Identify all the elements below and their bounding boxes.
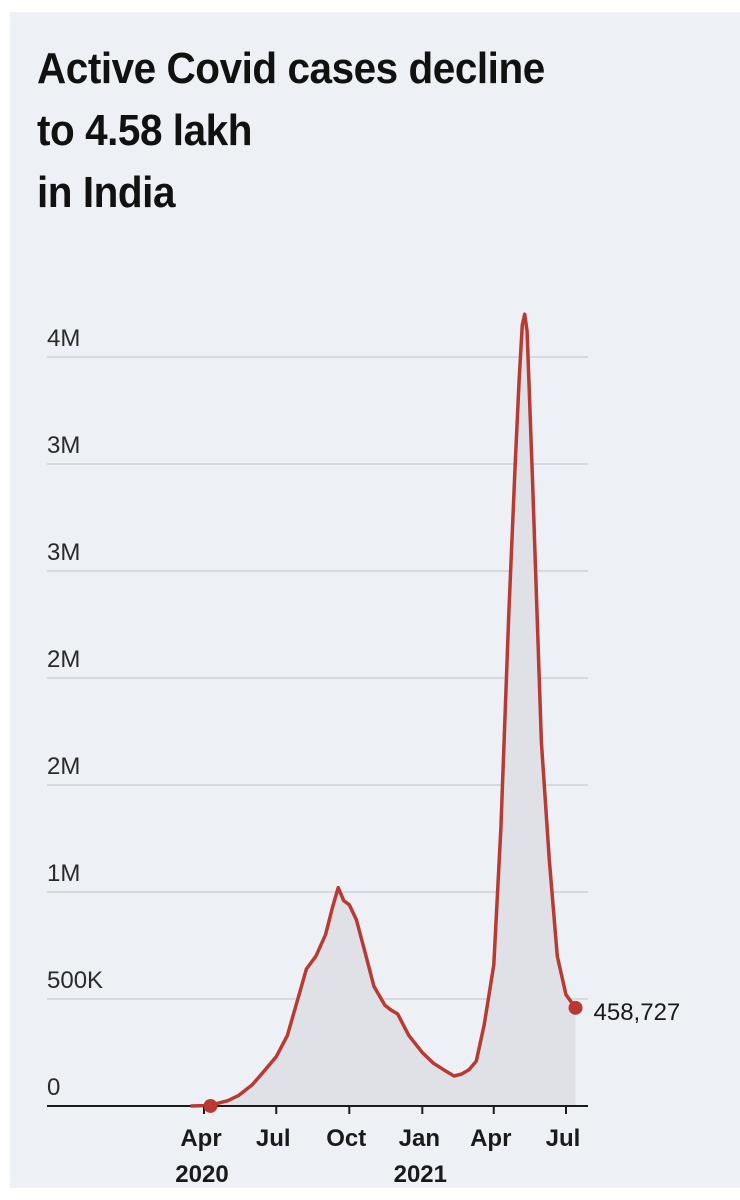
end-value-label: 458,727 <box>594 999 681 1026</box>
x-tick-label: Jul <box>256 1125 291 1152</box>
y-tick-label: 4M <box>47 325 80 352</box>
x-axis-ticks: Apr Jul Oct Jan Apr Jul 2020 2021 <box>175 1106 580 1188</box>
x-tick-label: Jan <box>399 1125 440 1152</box>
area-fill <box>190 314 576 1106</box>
x-tick-label: Apr <box>470 1125 511 1152</box>
x-tick-label: Oct <box>326 1125 366 1152</box>
x-tick-label: Apr <box>180 1125 221 1152</box>
y-tick-label: 500K <box>47 967 103 994</box>
y-tick-label: 2M <box>47 646 80 673</box>
series-line <box>190 312 577 1108</box>
y-tick-label: 2M <box>47 753 80 780</box>
y-tick-label: 0 <box>47 1074 60 1101</box>
year-label: 2021 <box>394 1161 447 1188</box>
start-point <box>203 1098 218 1113</box>
y-tick-label: 3M <box>47 539 80 566</box>
title-line-1: Active Covid cases decline <box>37 44 545 93</box>
x-tick-label: Jul <box>546 1125 581 1152</box>
y-tick-label: 3M <box>47 432 80 459</box>
title-line-2: to 4.58 lakh <box>37 106 252 155</box>
end-point <box>568 1000 583 1015</box>
title-line-3: in India <box>37 168 175 217</box>
y-axis-ticks: 0 500K 1M 2M 2M 3M 3M 4M <box>47 325 103 1101</box>
chart-title: Active Covid cases decline to 4.58 lakh … <box>37 38 644 224</box>
y-tick-label: 1M <box>47 860 80 887</box>
year-label: 2020 <box>175 1161 228 1188</box>
